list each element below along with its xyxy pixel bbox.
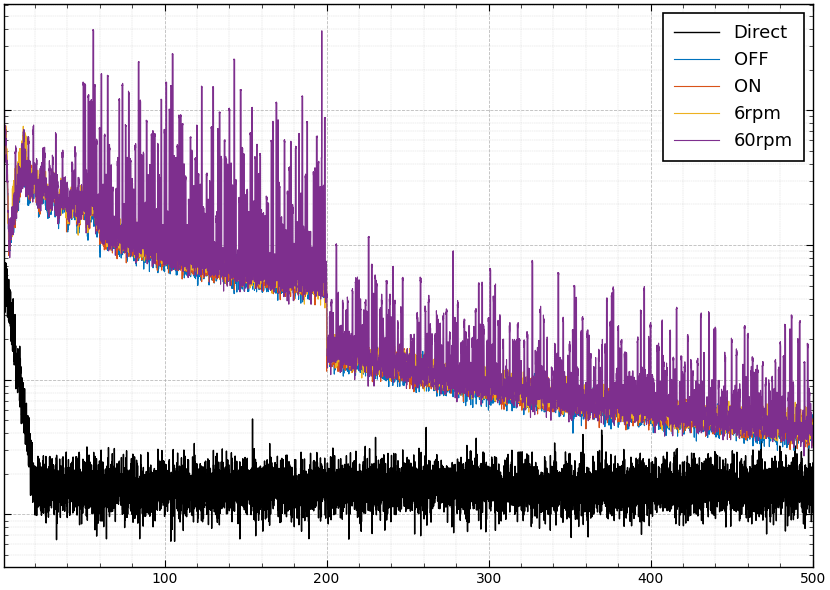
60rpm [40,154,50,161]
Direct [598,466,608,473]
6rpm [0,137,9,145]
OFF [40,189,50,196]
ON [808,440,818,447]
6rpm [0,119,9,126]
OFF [1,126,11,133]
Line: ON: ON [4,126,813,450]
6rpm [598,396,608,404]
OFF [789,447,799,454]
OFF [598,408,608,415]
Direct [40,504,50,511]
Legend: Direct, OFF, ON, 6rpm, 60rpm: Direct, OFF, ON, 6rpm, 60rpm [663,13,803,161]
ON [642,401,652,408]
Direct [0,259,10,266]
6rpm [807,442,817,450]
6rpm [513,379,523,386]
Direct [169,538,179,545]
60rpm [808,424,818,431]
ON [598,395,608,402]
6rpm [808,419,818,426]
Direct [0,289,9,296]
60rpm [598,398,608,405]
6rpm [642,413,652,420]
Direct [292,491,302,498]
Line: 60rpm: 60rpm [4,30,813,456]
Line: OFF: OFF [4,129,813,450]
ON [513,373,523,381]
OFF [478,386,488,394]
OFF [642,401,652,408]
ON [0,122,9,129]
60rpm [0,110,9,117]
Line: Direct: Direct [4,263,813,542]
Direct [478,497,488,504]
60rpm [799,453,809,460]
Direct [642,496,652,503]
Direct [513,483,523,490]
60rpm [642,412,652,419]
6rpm [478,373,488,380]
OFF [808,428,818,435]
ON [785,446,795,453]
OFF [513,392,523,399]
6rpm [40,179,50,186]
60rpm [478,395,488,402]
60rpm [292,219,302,227]
Direct [808,460,818,467]
60rpm [88,26,98,33]
OFF [292,279,302,286]
6rpm [292,263,302,270]
ON [40,179,50,186]
ON [478,373,488,381]
Line: 6rpm: 6rpm [4,122,813,446]
ON [292,279,302,286]
OFF [0,132,9,139]
60rpm [513,322,523,329]
ON [0,129,9,136]
